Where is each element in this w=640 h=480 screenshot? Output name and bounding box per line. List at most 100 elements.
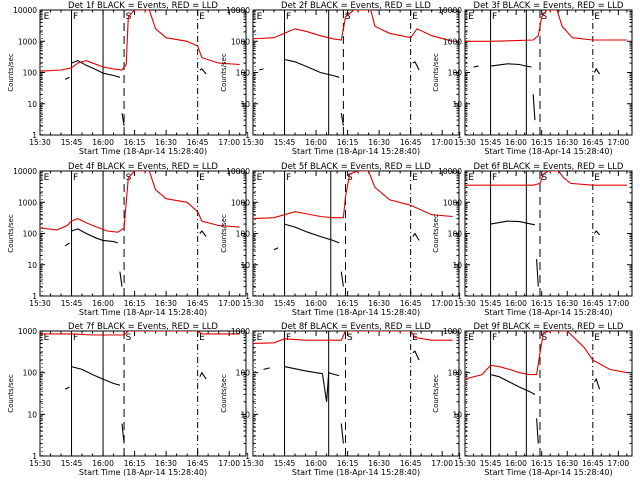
y-tick-label: 100 [23,230,38,239]
series-segment [594,230,601,236]
lld-series [40,171,240,233]
x-tick-label: 16:30 [368,459,390,468]
series-segment [594,377,601,390]
series-segment [71,228,118,244]
x-tick-label: 15:45 [61,138,83,147]
y-axis-label: Counts/sec [432,53,440,92]
y-tick-label: 10000 [438,6,462,15]
series-segment [199,68,207,75]
marker-label: E [594,173,600,183]
series-segment [284,223,340,244]
marker-label: E [468,333,474,343]
events-series [259,58,420,126]
y-tick-label: 10 [27,261,37,270]
x-tick-label: 16:30 [155,459,177,468]
series-segment [71,59,121,78]
series-segment [412,350,420,361]
x-tick-label: 17:00 [218,299,240,308]
y-tick-label: 1 [245,292,250,301]
y-axis-label: Counts/sec [220,53,228,92]
marker-label: S [541,12,547,22]
marker-label: E [44,173,50,183]
marker-label: E [257,12,263,22]
series-segment [199,230,207,237]
x-tick-label: 15:30 [454,299,476,308]
y-tick-label: 10 [240,100,250,109]
panel-2: Det 2f BLACK = Events, RED = LLD 1 10 100 10… [220,1,460,156]
x-tick-label: 17:00 [431,138,453,147]
series-segment [64,76,70,80]
x-tick-label: 15:30 [29,299,51,308]
x-tick-label: 15:45 [480,299,502,308]
x-tick-label: 16:00 [92,138,114,147]
y-axis-label: Counts/sec [7,374,15,413]
x-tick-label: 16:45 [187,138,209,147]
panel-title: Det 6f BLACK = Events, RED = LLD [474,162,624,172]
marker-label: F [492,173,497,183]
marker-label: F [492,333,497,343]
x-axis-label: Start Time (18-Apr-14 15:28:40) [484,147,612,156]
x-tick-label: 15:30 [242,299,264,308]
y-tick-label: 1000 [18,37,37,46]
y-axis-label: Counts/sec [7,214,15,253]
x-axis-label: Start Time (18-Apr-14 15:28:40) [292,147,420,156]
events-series [490,220,601,287]
panel-3: Det 3f BLACK = Events, RED = LLD 1 10 100 10… [432,1,633,156]
x-tick-label: 16:45 [400,138,422,147]
y-tick-label: 100 [448,69,463,78]
marker-label: E [412,12,418,22]
y-tick-label: 1 [32,292,37,301]
x-tick-label: 16:45 [582,459,604,468]
x-tick-label: 16:30 [556,299,578,308]
x-tick-label: 15:45 [61,299,83,308]
series-segment [490,220,536,226]
marker-label: F [73,333,78,343]
series-segment [119,271,123,287]
plot-frame [464,170,633,297]
x-tick-label: 15:30 [454,459,476,468]
x-tick-label: 15:30 [29,459,51,468]
panel-6: Det 6f BLACK = Events, RED = LLD 1 10 100 10… [432,162,633,317]
series-segment [412,61,420,71]
y-tick-label: 100 [23,369,38,378]
y-tick-label: 1000 [231,327,250,336]
x-tick-label: 15:45 [61,459,83,468]
x-tick-label: 16:45 [582,299,604,308]
y-tick-label: 100 [448,230,463,239]
events-series [263,350,420,444]
y-tick-label: 10 [240,410,250,419]
x-tick-label: 16:30 [368,138,390,147]
x-tick-label: 16:15 [531,459,553,468]
x-tick-label: 17:00 [608,459,630,468]
marker-label: E [199,12,205,22]
y-tick-label: 10 [27,100,37,109]
y-tick-label: 10000 [13,167,37,176]
series-segment [40,331,240,336]
x-tick-label: 16:30 [556,138,578,147]
y-tick-label: 100 [236,369,251,378]
events-series [473,63,601,121]
series-segment [532,94,536,121]
x-tick-label: 15:30 [242,459,264,468]
plot-frame [39,9,247,136]
x-tick-label: 16:00 [305,138,327,147]
events-series [64,366,207,444]
y-tick-label: 1 [457,292,462,301]
y-tick-label: 10 [452,410,462,419]
marker-label: E [44,12,50,22]
events-series [64,59,207,126]
y-axis-label: Counts/sec [220,214,228,253]
y-tick-label: 1 [32,131,37,140]
marker-label: S [347,333,353,343]
y-tick-label: 1000 [443,37,462,46]
y-tick-label: 100 [448,369,463,378]
panel-title: Det 5f BLACK = Events, RED = LLD [281,162,431,172]
y-axis-label: Counts/sec [7,53,15,92]
x-tick-label: 16:00 [305,459,327,468]
x-tick-label: 16:15 [337,138,359,147]
x-tick-label: 16:30 [155,138,177,147]
marker-label: S [347,173,353,183]
marker-label: E [44,333,50,343]
x-tick-label: 16:45 [582,138,604,147]
x-tick-label: 17:00 [431,299,453,308]
